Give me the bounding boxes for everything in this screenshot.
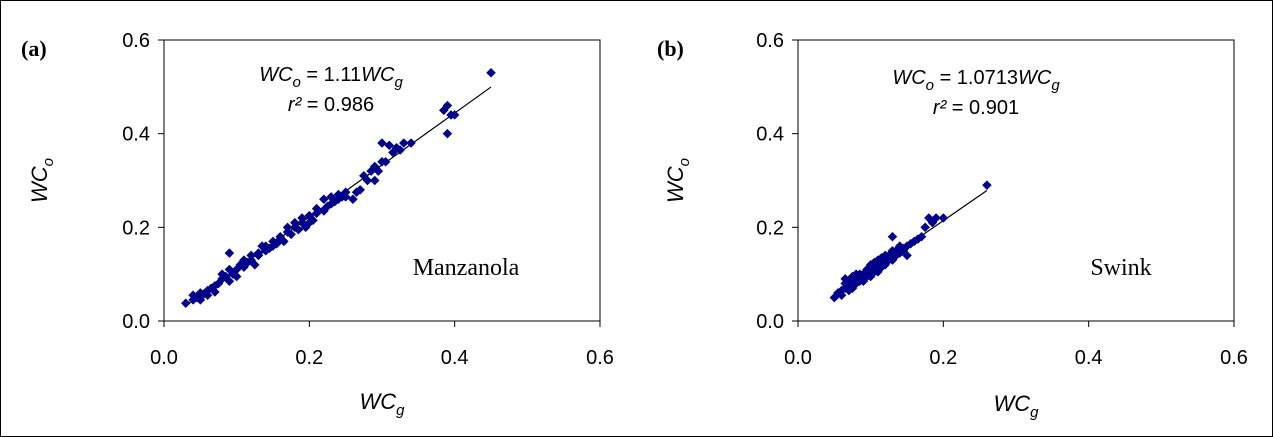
data-point	[253, 250, 264, 261]
data-point	[289, 217, 300, 228]
data-point	[311, 203, 322, 214]
data-point	[340, 192, 351, 202]
x-tick-label: 0.2	[929, 347, 957, 369]
data-point	[876, 252, 887, 263]
data-point	[293, 224, 304, 235]
data-point	[308, 215, 318, 226]
data-point	[282, 222, 293, 233]
y-axis-label: WCo	[663, 158, 693, 203]
data-point	[836, 290, 847, 301]
data-point	[887, 231, 898, 242]
x-tick-label: 0.2	[295, 347, 323, 369]
data-point	[231, 271, 242, 282]
data-point	[862, 264, 872, 275]
data-point	[319, 194, 329, 205]
data-point	[858, 276, 869, 287]
data-point	[406, 138, 416, 148]
y-tick-label: 0.2	[122, 217, 150, 239]
y-tick-label: 0.0	[122, 311, 150, 333]
data-point	[442, 128, 453, 139]
x-axis-label: WCg	[360, 389, 406, 419]
data-point	[883, 250, 894, 261]
data-point	[854, 269, 865, 280]
data-point	[362, 175, 373, 186]
data-point	[210, 287, 220, 297]
data-point	[486, 67, 496, 78]
site-label: Manzanola	[413, 255, 520, 281]
data-point	[847, 271, 858, 282]
data-point	[180, 298, 191, 309]
data-point	[377, 138, 387, 148]
data-point	[442, 100, 453, 111]
data-points	[180, 67, 496, 309]
x-axis-label: WCg	[994, 391, 1040, 421]
data-point	[355, 185, 366, 195]
x-tick-label: 0.0	[150, 347, 178, 369]
data-point	[902, 250, 912, 261]
x-tick-label: 0.6	[586, 347, 614, 369]
data-point	[938, 213, 949, 223]
data-point	[286, 229, 297, 240]
x-tick-label: 0.4	[441, 347, 469, 369]
data-point	[373, 166, 384, 176]
data-point	[891, 245, 901, 256]
regression-equation: WCo = 1.0713WCg	[892, 67, 1060, 94]
x-tick-label: 0.0	[784, 347, 812, 369]
r-squared-label: r² = 0.901	[933, 97, 1019, 119]
data-point	[449, 110, 460, 120]
data-point	[865, 271, 876, 282]
x-tick-label: 0.4	[1075, 347, 1103, 369]
y-tick-label: 0.0	[756, 311, 784, 333]
y-tick-label: 0.6	[756, 30, 784, 52]
data-point	[916, 231, 927, 242]
data-point	[224, 248, 235, 258]
data-point	[348, 194, 358, 205]
data-points	[829, 180, 992, 303]
plot-area	[797, 39, 1235, 322]
data-point	[369, 175, 380, 186]
data-point	[869, 257, 880, 268]
data-point	[224, 276, 235, 287]
regression-equation: WCo = 1.11WCg	[259, 64, 403, 91]
data-point	[297, 213, 307, 223]
y-tick-label: 0.4	[122, 124, 150, 146]
data-point	[246, 250, 257, 261]
data-point	[873, 266, 883, 277]
data-point	[395, 145, 406, 155]
y-tick-label: 0.6	[122, 30, 150, 52]
data-point	[920, 222, 931, 233]
panel-label: (b)	[657, 36, 684, 61]
y-tick-label: 0.2	[756, 217, 784, 239]
scatter-panel-2: 0.0 0.2 0.4 0.6 0.0 0.2 0.4 0.6 WCg WCo (b) WCo = 1…	[657, 30, 1248, 421]
y-tick-label: 0.4	[756, 124, 784, 146]
data-point	[384, 140, 395, 151]
r-squared-label: r² = 0.986	[288, 94, 374, 116]
y-axis-label: WCo	[27, 158, 57, 203]
data-point	[398, 138, 409, 148]
data-point	[249, 259, 260, 270]
data-point	[195, 295, 206, 305]
panel-label: (a)	[21, 36, 47, 61]
scatter-panel-1: 0.0 0.2 0.4 0.6 0.0 0.2 0.4 0.6 WCg WCo (a) WCo = 1…	[21, 30, 614, 419]
plot-area	[163, 39, 601, 322]
data-point	[202, 290, 213, 301]
site-label: Swink	[1090, 255, 1151, 281]
data-point	[279, 236, 289, 247]
data-point	[931, 213, 941, 223]
data-point	[982, 180, 992, 191]
data-point	[380, 156, 391, 167]
x-tick-label: 0.6	[1220, 347, 1248, 369]
